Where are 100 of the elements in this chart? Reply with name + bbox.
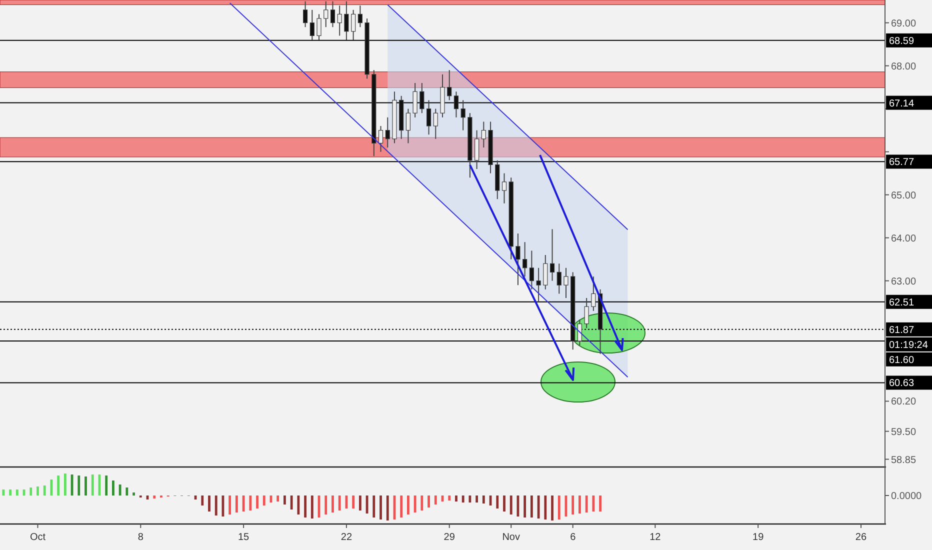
- bar: [126, 488, 128, 496]
- bar: [290, 496, 293, 510]
- bar: [64, 474, 66, 496]
- bar: [503, 496, 506, 512]
- ref-line-label: 62.51: [889, 297, 914, 308]
- bar: [544, 496, 547, 520]
- bar: [105, 476, 108, 496]
- bar: [228, 496, 232, 514]
- bar: [214, 496, 218, 516]
- bar: [455, 496, 458, 502]
- y-tick-label: 59.50: [891, 426, 916, 438]
- bar: [496, 496, 499, 508]
- bar: [256, 496, 258, 508]
- x-tick-label: 6: [570, 532, 576, 543]
- bar: [476, 496, 478, 502]
- bar: [558, 496, 560, 520]
- bar: [352, 496, 355, 508]
- bar: [43, 486, 46, 496]
- bar: [57, 476, 60, 496]
- bar: [276, 496, 280, 502]
- x-tick-label: 29: [444, 532, 456, 543]
- y-tick-label: 60.20: [891, 396, 916, 408]
- candlestick: [516, 233, 520, 286]
- bar: [338, 496, 341, 510]
- candlestick: [502, 172, 507, 204]
- legend-label: 61.60: [889, 354, 914, 366]
- y-tick-label: 58.85: [891, 454, 916, 466]
- x-tick-label: 8: [138, 532, 144, 543]
- candlestick: [584, 298, 589, 329]
- bar: [249, 496, 252, 510]
- bar: [9, 490, 12, 496]
- bar: [468, 496, 472, 502]
- bar: [524, 496, 526, 518]
- bar: [585, 496, 588, 512]
- bar: [420, 496, 424, 510]
- bar: [153, 496, 156, 498]
- bar: [592, 496, 595, 512]
- bar: [572, 496, 574, 514]
- candlestick: [536, 267, 541, 303]
- bar: [304, 496, 306, 518]
- candlestick: [310, 9, 314, 40]
- candlestick: [324, 0, 328, 28]
- candlestick: [474, 130, 480, 170]
- candlestick: [337, 5, 342, 36]
- bar: [132, 492, 135, 496]
- bar: [332, 496, 334, 512]
- ref-line-label: 60.63: [889, 378, 914, 390]
- candlestick: [302, 0, 308, 28]
- bar: [112, 480, 114, 496]
- bar: [91, 474, 94, 496]
- y-tick-label: 69.00: [891, 18, 916, 30]
- bar: [380, 496, 382, 520]
- bar: [434, 496, 437, 504]
- bar: [386, 496, 389, 520]
- bar: [324, 496, 328, 514]
- candlestick: [330, 0, 336, 28]
- candlestick: [591, 276, 596, 312]
- bar: [428, 496, 430, 508]
- candlestick: [385, 116, 390, 148]
- bar: [78, 476, 80, 496]
- candlestick: [481, 121, 486, 148]
- y-tick-label: 64.00: [891, 233, 916, 244]
- bar: [30, 488, 32, 496]
- bar: [208, 496, 210, 512]
- bar: [400, 496, 403, 518]
- y-tick-label: 65.00: [891, 190, 916, 202]
- candlestick: [447, 70, 452, 101]
- text: 0.0000: [891, 491, 922, 502]
- bar: [599, 496, 602, 512]
- x-tick-label: 19: [752, 532, 764, 543]
- candlestick: [454, 91, 459, 118]
- candlestick: [556, 263, 562, 294]
- bar: [84, 476, 87, 496]
- ref-line-label: 61.87: [889, 324, 914, 336]
- x-tick-label: 15: [238, 532, 250, 543]
- candlestick: [358, 5, 362, 28]
- bar: [118, 484, 122, 496]
- candlestick: [564, 267, 568, 299]
- candlestick: [460, 100, 466, 131]
- bar: [310, 496, 314, 518]
- candlestick: [577, 319, 582, 346]
- bar: [482, 496, 485, 504]
- candlestick: [433, 108, 438, 140]
- candlestick: [351, 9, 356, 40]
- candlestick: [529, 250, 534, 290]
- candlestick: [316, 14, 322, 40]
- bar: [36, 486, 39, 496]
- candlestick: [420, 82, 424, 114]
- candlestick: [550, 228, 555, 282]
- bar: [16, 490, 18, 496]
- candlestick: [543, 254, 548, 290]
- bar: [372, 496, 376, 518]
- bar: [407, 496, 410, 514]
- x-tick-label: 22: [340, 532, 352, 543]
- y-tick-label: 63.00: [891, 276, 916, 288]
- bar: [530, 496, 533, 518]
- x-tick-label: Oct: [30, 532, 46, 543]
- ref-line-label: 67.14: [889, 98, 914, 110]
- bar: [414, 496, 416, 512]
- ref-line-label: 68.59: [889, 36, 914, 47]
